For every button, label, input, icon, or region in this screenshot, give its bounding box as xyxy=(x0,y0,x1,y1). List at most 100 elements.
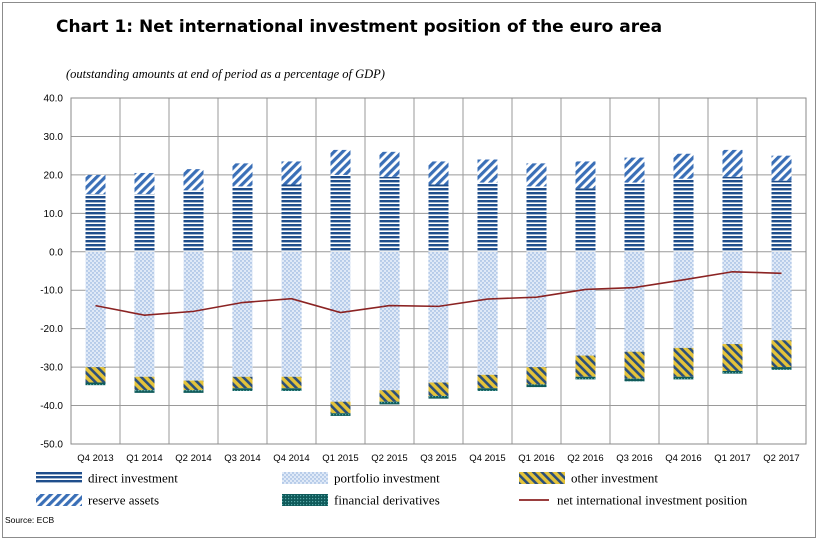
bar-reserve-assets xyxy=(477,159,498,183)
bar-other-investment xyxy=(771,340,792,368)
bar-reserve-assets xyxy=(575,161,596,189)
bar-direct-investment xyxy=(281,184,302,252)
bar-direct-investment xyxy=(624,182,645,252)
bar-financial-derivatives xyxy=(722,370,743,374)
bar-other-investment xyxy=(330,401,351,414)
bar-financial-derivatives xyxy=(85,382,106,386)
bar-reserve-assets xyxy=(330,149,351,175)
legend-swatch-financial-derivatives xyxy=(282,494,328,506)
x-tick-label: Q2 2015 xyxy=(371,453,407,464)
bar-portfolio-investment xyxy=(575,251,596,356)
y-tick-label: -30.0 xyxy=(40,363,63,374)
bar-financial-derivatives xyxy=(330,413,351,416)
bar-direct-investment xyxy=(330,174,351,252)
x-tick-label: Q2 2016 xyxy=(567,453,603,464)
bar-reserve-assets xyxy=(134,172,155,195)
bar-reserve-assets xyxy=(428,161,449,185)
bar-reserve-assets xyxy=(232,163,253,187)
y-tick-label: -10.0 xyxy=(40,286,63,297)
legend-swatch-portfolio-investment xyxy=(282,472,328,484)
chart-source: Source: ECB xyxy=(5,515,55,525)
bar-portfolio-investment xyxy=(379,251,400,391)
bar-portfolio-investment xyxy=(771,251,792,341)
bar-other-investment xyxy=(281,376,302,389)
bar-other-investment xyxy=(526,367,547,385)
bar-portfolio-investment xyxy=(428,251,449,383)
bar-direct-investment xyxy=(232,186,253,252)
bar-portfolio-investment xyxy=(134,251,155,377)
x-tick-label: Q2 2017 xyxy=(763,453,799,464)
bar-direct-investment xyxy=(85,194,106,252)
y-tick-label: -20.0 xyxy=(40,324,63,335)
bar-portfolio-investment xyxy=(232,251,253,377)
bar-other-investment xyxy=(722,344,743,371)
legend-swatch-reserve-assets xyxy=(36,494,82,506)
bar-other-investment xyxy=(428,382,449,396)
bar-other-investment xyxy=(134,376,155,391)
bar-financial-derivatives xyxy=(134,390,155,393)
x-tick-label: Q3 2016 xyxy=(616,453,652,464)
bar-financial-derivatives xyxy=(281,388,302,391)
x-tick-label: Q1 2017 xyxy=(714,453,750,464)
bar-other-investment xyxy=(85,367,106,383)
bar-reserve-assets xyxy=(183,169,204,191)
bar-other-investment xyxy=(673,347,694,377)
bar-financial-derivatives xyxy=(428,395,449,399)
bar-financial-derivatives xyxy=(477,388,498,391)
bar-financial-derivatives xyxy=(183,390,204,393)
bar-other-investment xyxy=(477,374,498,389)
bar-reserve-assets xyxy=(85,174,106,195)
plot-area-border xyxy=(70,97,807,445)
bar-reserve-assets xyxy=(624,157,645,183)
legend-label: net international investment position xyxy=(557,493,748,508)
y-tick-label: 30.0 xyxy=(44,132,64,143)
bar-portfolio-investment xyxy=(624,251,645,352)
x-tick-label: Q4 2016 xyxy=(665,453,701,464)
bar-financial-derivatives xyxy=(575,376,596,380)
bar-reserve-assets xyxy=(771,155,792,181)
bar-financial-derivatives xyxy=(673,376,694,380)
legend-label: financial derivatives xyxy=(334,493,440,508)
bar-portfolio-investment xyxy=(183,251,204,381)
y-tick-label: 20.0 xyxy=(44,170,64,181)
bar-financial-derivatives xyxy=(232,388,253,391)
bar-direct-investment xyxy=(673,178,694,252)
bar-direct-investment xyxy=(526,186,547,252)
x-tick-label: Q3 2015 xyxy=(420,453,456,464)
y-tick-label: -40.0 xyxy=(40,401,63,412)
x-tick-label: Q2 2014 xyxy=(175,453,211,464)
chart-subtitle: (outstanding amounts at end of period as… xyxy=(66,67,385,81)
bar-financial-derivatives xyxy=(379,401,400,405)
bar-reserve-assets xyxy=(379,151,400,177)
legend-swatch-other-investment xyxy=(519,472,565,484)
bar-financial-derivatives xyxy=(771,367,792,370)
bar-portfolio-investment xyxy=(526,251,547,368)
y-tick-label: 40.0 xyxy=(44,94,64,105)
bar-other-investment xyxy=(183,380,204,391)
legend-swatch-direct-investment xyxy=(36,472,82,484)
bar-reserve-assets xyxy=(673,153,694,179)
bar-financial-derivatives xyxy=(624,378,645,382)
y-tick-label: -50.0 xyxy=(40,440,63,451)
bar-reserve-assets xyxy=(526,163,547,187)
bar-portfolio-investment xyxy=(477,251,498,375)
bar-other-investment xyxy=(624,351,645,379)
x-tick-label: Q1 2015 xyxy=(322,453,358,464)
bar-other-investment xyxy=(232,376,253,389)
chart-title: Chart 1: Net international investment po… xyxy=(56,17,663,37)
x-tick-label: Q4 2015 xyxy=(469,453,505,464)
bar-portfolio-investment xyxy=(281,251,302,377)
bar-financial-derivatives xyxy=(526,384,547,388)
y-tick-label: 0.0 xyxy=(49,247,63,258)
bar-reserve-assets xyxy=(722,149,743,177)
bar-portfolio-investment xyxy=(330,251,351,402)
bar-portfolio-investment xyxy=(673,251,694,348)
bar-direct-investment xyxy=(428,184,449,252)
bar-direct-investment xyxy=(477,182,498,252)
bar-direct-investment xyxy=(575,188,596,252)
bar-direct-investment xyxy=(771,180,792,252)
x-tick-label: Q1 2014 xyxy=(126,453,162,464)
bar-reserve-assets xyxy=(281,161,302,185)
bar-other-investment xyxy=(575,355,596,377)
